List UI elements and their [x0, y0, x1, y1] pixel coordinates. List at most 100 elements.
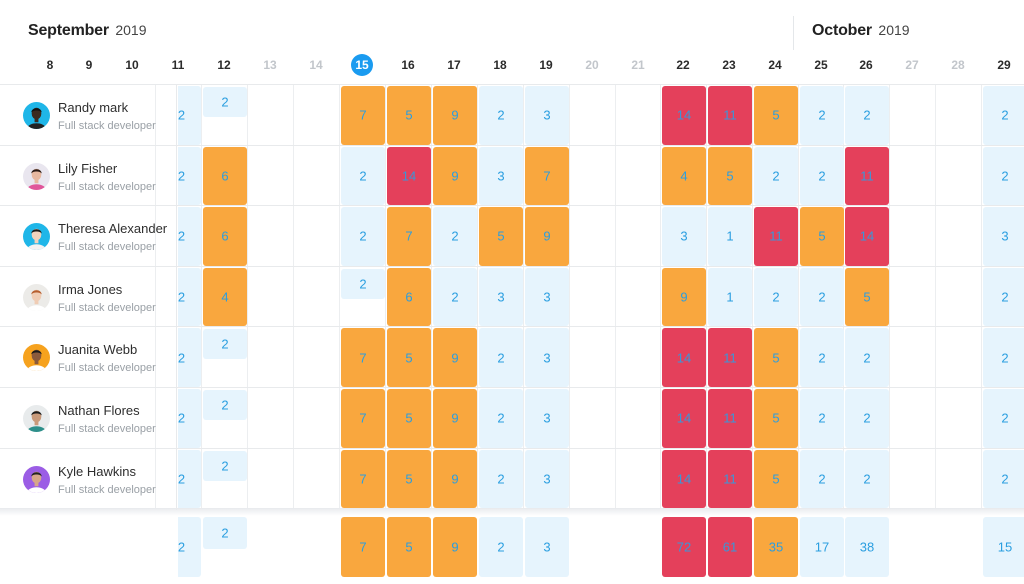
day-header[interactable]: 24	[768, 58, 782, 72]
workload-cell[interactable]: 61	[708, 517, 752, 577]
workload-cell[interactable]: 2	[341, 207, 385, 266]
workload-cell[interactable]: 2	[479, 86, 523, 145]
workload-cell[interactable]: 7	[341, 449, 385, 509]
workload-cell[interactable]: 11	[708, 328, 752, 387]
day-header[interactable]: 14	[309, 58, 323, 72]
workload-cell[interactable]: 1	[708, 267, 752, 327]
workload-cell[interactable]: 7	[341, 389, 385, 448]
workload-cell[interactable]: 3	[479, 267, 523, 327]
person-row[interactable]: Irma Jones Full stack developer	[0, 267, 177, 327]
workload-cell[interactable]: 4	[662, 146, 706, 206]
day-header[interactable]: 18	[493, 58, 507, 72]
workload-cell[interactable]: 5	[479, 207, 523, 266]
workload-cell[interactable]: 2	[800, 389, 844, 448]
workload-cell[interactable]: 2	[203, 329, 247, 360]
day-header[interactable]: 8	[46, 58, 54, 72]
workload-cell[interactable]: 2	[203, 87, 247, 117]
workload-cell[interactable]: 11	[708, 449, 752, 509]
workload-cell[interactable]: 3	[479, 146, 523, 206]
day-header[interactable]: 26	[859, 58, 873, 72]
workload-cell[interactable]: 5	[754, 449, 798, 509]
workload-cell[interactable]: 9	[433, 146, 477, 206]
workload-cell[interactable]: 2	[433, 207, 477, 266]
day-header[interactable]: 17	[447, 58, 461, 72]
day-header-today[interactable]: 15	[351, 54, 373, 76]
workload-cell[interactable]: 5	[800, 207, 844, 266]
workload-cell[interactable]: 3	[983, 207, 1024, 266]
workload-cell[interactable]: 14	[845, 207, 889, 266]
workload-cell[interactable]: 2	[178, 449, 201, 509]
workload-cell[interactable]: 11	[708, 389, 752, 448]
workload-cell[interactable]: 9	[433, 389, 477, 448]
workload-cell[interactable]: 5	[387, 389, 431, 448]
day-header[interactable]: 16	[401, 58, 415, 72]
workload-cell[interactable]: 14	[662, 86, 706, 145]
day-header[interactable]: 28	[951, 58, 965, 72]
day-header[interactable]: 22	[676, 58, 690, 72]
person-row[interactable]: Theresa Alexander Full stack developer	[0, 206, 177, 266]
workload-cell[interactable]: 5	[387, 517, 431, 577]
workload-cell[interactable]: 2	[983, 449, 1024, 509]
workload-cell[interactable]: 2	[800, 267, 844, 327]
day-header[interactable]: 19	[539, 58, 553, 72]
workload-cell[interactable]: 2	[800, 449, 844, 509]
day-header[interactable]: 9	[85, 58, 93, 72]
workload-cell[interactable]: 14	[662, 328, 706, 387]
workload-cell[interactable]: 7	[341, 86, 385, 145]
workload-cell[interactable]: 6	[203, 207, 247, 266]
workload-cell[interactable]: 9	[433, 449, 477, 509]
workload-cell[interactable]: 2	[983, 146, 1024, 206]
workload-cell[interactable]: 2	[983, 389, 1024, 448]
workload-cell[interactable]: 2	[845, 449, 889, 509]
person-row[interactable]: Nathan Flores Full stack developer	[0, 388, 177, 448]
workload-cell[interactable]: 2	[178, 328, 201, 387]
workload-cell[interactable]: 3	[525, 517, 569, 577]
workload-cell[interactable]: 9	[662, 267, 706, 327]
workload-cell[interactable]: 38	[845, 517, 889, 577]
workload-cell[interactable]: 5	[387, 328, 431, 387]
workload-cell[interactable]: 6	[203, 146, 247, 206]
workload-cell[interactable]: 2	[845, 328, 889, 387]
workload-cell[interactable]: 2	[479, 449, 523, 509]
workload-cell[interactable]: 1	[708, 207, 752, 266]
workload-cell[interactable]: 2	[341, 268, 385, 299]
workload-cell[interactable]: 17	[800, 517, 844, 577]
workload-cell[interactable]: 35	[754, 517, 798, 577]
workload-cell[interactable]: 11	[845, 146, 889, 206]
workload-cell[interactable]: 7	[341, 517, 385, 577]
workload-cell[interactable]: 14	[387, 146, 431, 206]
workload-cell[interactable]: 2	[800, 86, 844, 145]
person-row[interactable]: Juanita Webb Full stack developer	[0, 327, 177, 387]
day-header[interactable]: 20	[585, 58, 599, 72]
day-header[interactable]: 29	[997, 58, 1011, 72]
workload-cell[interactable]: 9	[525, 207, 569, 266]
workload-cell[interactable]: 6	[387, 267, 431, 327]
workload-cell[interactable]: 2	[178, 146, 201, 206]
person-row[interactable]: Randy mark Full stack developer	[0, 85, 177, 145]
workload-cell[interactable]: 2	[203, 450, 247, 481]
workload-cell[interactable]: 2	[754, 267, 798, 327]
day-header[interactable]: 21	[631, 58, 645, 72]
workload-cell[interactable]: 2	[479, 517, 523, 577]
workload-cell[interactable]: 2	[178, 517, 201, 577]
workload-cell[interactable]: 3	[525, 389, 569, 448]
workload-cell[interactable]: 2	[983, 267, 1024, 327]
workload-cell[interactable]: 2	[983, 328, 1024, 387]
person-row[interactable]: Kyle Hawkins Full stack developer	[0, 449, 177, 509]
workload-cell[interactable]: 2	[800, 328, 844, 387]
day-header[interactable]: 10	[125, 58, 139, 72]
workload-cell[interactable]: 9	[433, 86, 477, 145]
workload-cell[interactable]: 2	[178, 389, 201, 448]
workload-cell[interactable]: 3	[525, 328, 569, 387]
day-header[interactable]: 23	[722, 58, 736, 72]
workload-cell[interactable]: 2	[479, 328, 523, 387]
workload-cell[interactable]: 5	[845, 267, 889, 327]
workload-cell[interactable]: 5	[387, 86, 431, 145]
workload-cell[interactable]: 3	[525, 449, 569, 509]
person-row[interactable]: Lily Fisher Full stack developer	[0, 146, 177, 206]
workload-cell[interactable]: 5	[387, 449, 431, 509]
workload-cell[interactable]: 2	[203, 390, 247, 420]
workload-cell[interactable]: 2	[178, 207, 201, 266]
workload-cell[interactable]: 2	[983, 86, 1024, 145]
workload-cell[interactable]: 72	[662, 517, 706, 577]
